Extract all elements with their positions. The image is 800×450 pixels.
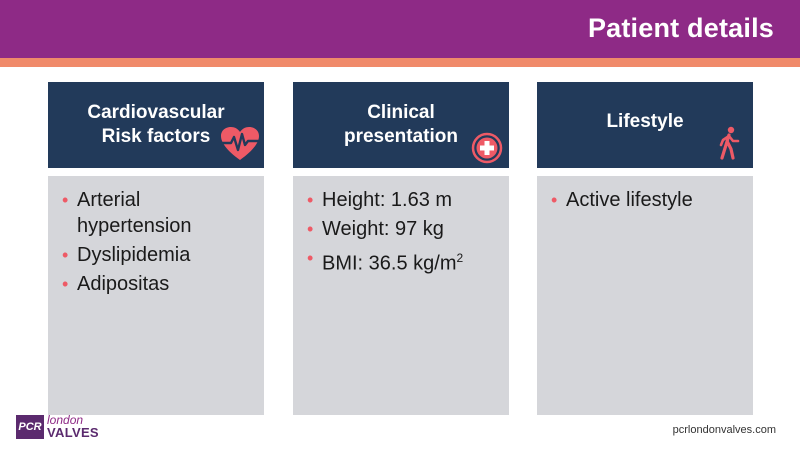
header-bar bbox=[0, 0, 800, 58]
list-item: • Height: 1.63 m bbox=[307, 187, 502, 213]
bullet-icon: • bbox=[307, 219, 314, 239]
column-title-line: Risk factors bbox=[101, 126, 211, 147]
list-item-text: Adipositas bbox=[77, 273, 170, 295]
logo-pcr-badge: PCR bbox=[16, 415, 44, 439]
list-item-text: Weight: 97 kg bbox=[322, 218, 444, 240]
logo-london-text: london bbox=[47, 413, 84, 427]
slide-title: Patient details bbox=[587, 13, 774, 43]
column-title-line: Lifestyle bbox=[606, 111, 684, 132]
column-body-lifestyle: • Active lifestyle bbox=[537, 176, 753, 415]
bmi-unit-superscript: 2 bbox=[456, 251, 464, 265]
lifestyle-list: • Active lifestyle bbox=[551, 187, 746, 216]
pcr-london-valves-logo: PCR london VALVES bbox=[16, 413, 116, 443]
column-title-line: Clinical bbox=[367, 102, 435, 123]
list-item: • BMI: 36.5 kg/m2 bbox=[307, 245, 502, 277]
column-body-risk-factors: • Arterial hypertension • Dyslipidemia • Ad… bbox=[48, 176, 264, 415]
list-item: • Weight: 97 kg bbox=[307, 216, 502, 242]
bullet-icon: • bbox=[307, 190, 314, 210]
clinical-presentation-list: • Height: 1.63 m • Weight: 97 kg • BMI: 36.… bbox=[307, 187, 502, 280]
bullet-icon: • bbox=[62, 190, 69, 210]
column-header-risk-factors: Cardiovascular Risk factors bbox=[48, 82, 264, 168]
column-body-clinical-presentation: • Height: 1.63 m • Weight: 97 kg • BMI: 36.… bbox=[293, 176, 509, 415]
list-item-text: BMI: 36.5 kg/m bbox=[322, 252, 457, 275]
column-header-clinical-presentation: Clinical presentation bbox=[293, 82, 509, 168]
bullet-icon: • bbox=[551, 190, 558, 210]
logo-valves-text: VALVES bbox=[47, 425, 99, 440]
list-item: • Dyslipidemia bbox=[62, 242, 257, 268]
bullet-icon: • bbox=[307, 248, 314, 268]
medical-cross-icon bbox=[471, 132, 503, 164]
list-item-text: Height: 1.63 m bbox=[322, 189, 453, 211]
list-item: • Adipositas bbox=[62, 271, 257, 297]
footer-url: pcrlondonvalves.com bbox=[672, 424, 776, 436]
list-item-text: Dyslipidemia bbox=[77, 244, 191, 266]
list-item-text: Arterial hypertension bbox=[77, 189, 192, 237]
walking-person-icon bbox=[719, 126, 740, 160]
column-header-lifestyle: Lifestyle bbox=[537, 82, 753, 168]
bullet-icon: • bbox=[62, 245, 69, 265]
bullet-icon: • bbox=[62, 274, 69, 294]
list-item: • Arterial hypertension bbox=[62, 187, 257, 239]
column-title-line: presentation bbox=[343, 126, 459, 147]
heart-pulse-icon bbox=[220, 127, 260, 160]
list-item-text: Active lifestyle bbox=[566, 189, 693, 211]
column-title-line: Cardiovascular bbox=[87, 102, 225, 123]
risk-factors-list: • Arterial hypertension • Dyslipidemia • Ad… bbox=[62, 187, 257, 300]
header-accent-stripe bbox=[0, 58, 800, 67]
list-item: • Active lifestyle bbox=[551, 187, 746, 213]
